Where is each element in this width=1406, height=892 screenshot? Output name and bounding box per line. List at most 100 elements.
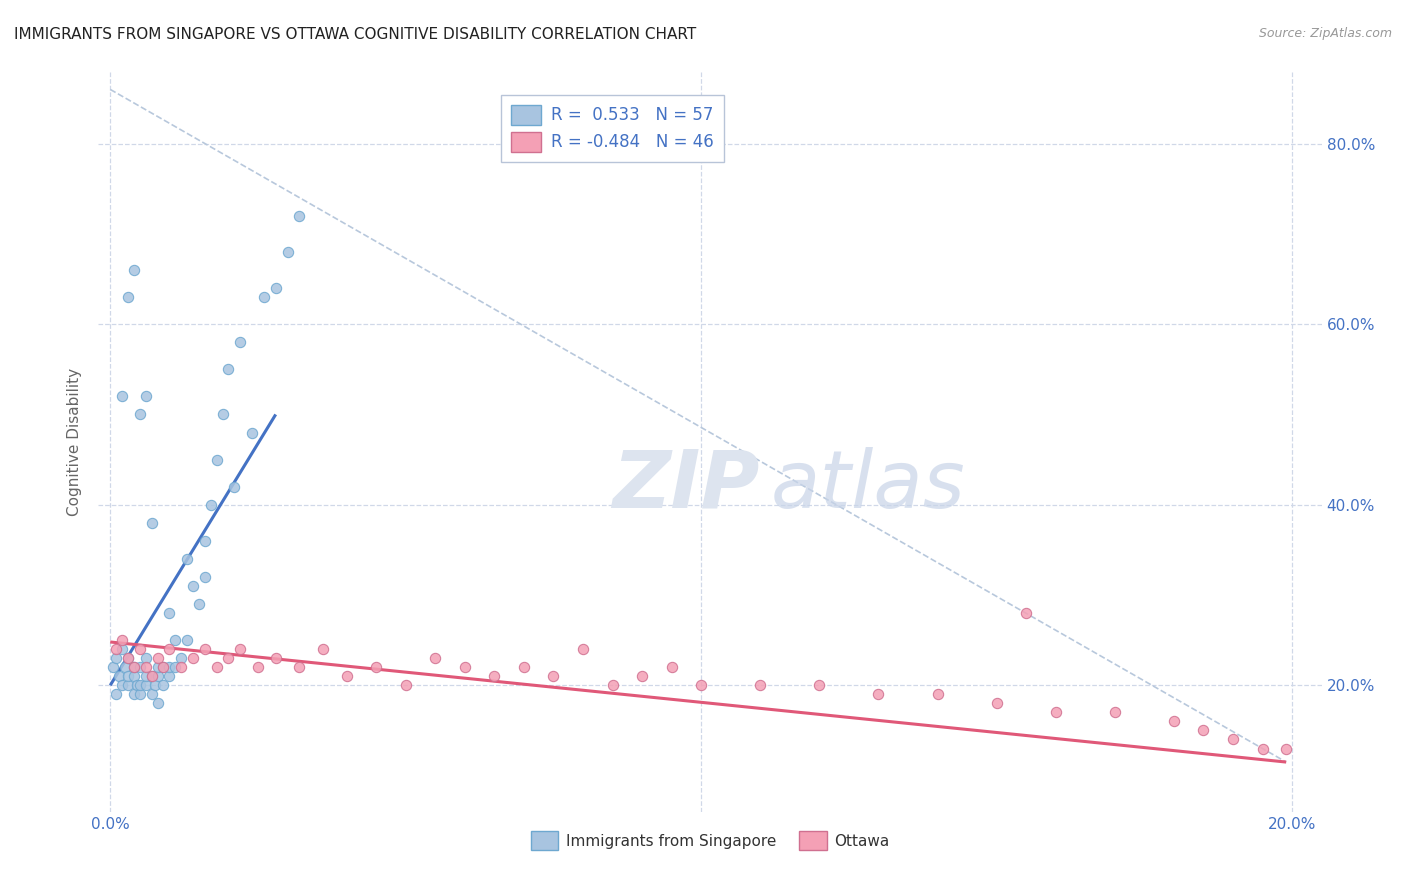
Point: [229, 335, 252, 350]
Text: IMMIGRANTS FROM SINGAPORE VS OTTAWA COGNITIVE DISABILITY CORRELATION CHART: IMMIGRANTS FROM SINGAPORE VS OTTAWA COGN…: [14, 27, 696, 42]
Point: [631, 669, 654, 683]
Point: [117, 290, 139, 304]
Text: ZIP: ZIP: [612, 447, 759, 525]
Point: [111, 678, 134, 692]
Point: [135, 389, 157, 403]
Point: [1222, 732, 1244, 747]
Point: [1251, 741, 1274, 756]
Point: [146, 669, 169, 683]
Point: [135, 678, 157, 692]
Point: [141, 669, 163, 683]
Point: [170, 660, 193, 674]
Point: [229, 642, 252, 657]
Point: [105, 687, 128, 701]
Point: [194, 642, 217, 657]
Point: [152, 660, 174, 674]
Legend: Immigrants from Singapore, Ottawa: Immigrants from Singapore, Ottawa: [524, 825, 896, 856]
Point: [194, 533, 217, 548]
Point: [1163, 714, 1185, 729]
Point: [125, 678, 148, 692]
Point: [152, 678, 174, 692]
Point: [122, 687, 145, 701]
Point: [543, 669, 565, 683]
Point: [395, 678, 418, 692]
Point: [146, 660, 169, 674]
Point: [128, 687, 150, 701]
Point: [157, 669, 180, 683]
Point: [454, 660, 477, 674]
Point: [425, 651, 447, 665]
Point: [122, 669, 145, 683]
Point: [205, 452, 228, 467]
Point: [135, 660, 157, 674]
Point: [157, 606, 180, 620]
Y-axis label: Cognitive Disability: Cognitive Disability: [67, 368, 83, 516]
Point: [111, 642, 134, 657]
Point: [513, 660, 536, 674]
Point: [111, 633, 134, 648]
Point: [868, 687, 890, 701]
Point: [336, 669, 359, 683]
Point: [572, 642, 595, 657]
Point: [181, 579, 204, 593]
Point: [187, 597, 209, 611]
Point: [135, 669, 157, 683]
Point: [1015, 606, 1038, 620]
Text: atlas: atlas: [772, 447, 966, 525]
Point: [1275, 741, 1298, 756]
Point: [366, 660, 388, 674]
Point: [128, 660, 150, 674]
Point: [176, 633, 198, 648]
Point: [128, 408, 150, 422]
Point: [1104, 706, 1126, 720]
Point: [240, 425, 263, 440]
Point: [602, 678, 624, 692]
Point: [205, 660, 228, 674]
Point: [141, 669, 163, 683]
Point: [176, 552, 198, 566]
Point: [157, 642, 180, 657]
Point: [165, 633, 187, 648]
Point: [1192, 723, 1215, 738]
Point: [264, 281, 287, 295]
Point: [117, 669, 139, 683]
Point: [181, 651, 204, 665]
Point: [246, 660, 269, 674]
Point: [661, 660, 683, 674]
Point: [276, 244, 298, 259]
Point: [1045, 706, 1067, 720]
Point: [146, 651, 169, 665]
Point: [105, 651, 128, 665]
Point: [117, 678, 139, 692]
Point: [264, 651, 287, 665]
Point: [288, 660, 311, 674]
Point: [152, 660, 174, 674]
Point: [808, 678, 831, 692]
Point: [128, 678, 150, 692]
Point: [986, 697, 1008, 711]
Point: [103, 660, 125, 674]
Point: [927, 687, 949, 701]
Point: [200, 498, 222, 512]
Point: [122, 660, 145, 674]
Text: Source: ZipAtlas.com: Source: ZipAtlas.com: [1258, 27, 1392, 40]
Point: [253, 290, 276, 304]
Point: [211, 408, 233, 422]
Point: [114, 660, 136, 674]
Point: [122, 263, 145, 277]
Point: [143, 678, 166, 692]
Point: [146, 697, 169, 711]
Point: [141, 687, 163, 701]
Point: [157, 660, 180, 674]
Point: [122, 660, 145, 674]
Point: [288, 209, 311, 223]
Point: [224, 480, 246, 494]
Point: [749, 678, 772, 692]
Point: [128, 642, 150, 657]
Point: [105, 642, 128, 657]
Point: [117, 651, 139, 665]
Point: [111, 389, 134, 403]
Point: [108, 669, 131, 683]
Point: [117, 651, 139, 665]
Point: [141, 516, 163, 530]
